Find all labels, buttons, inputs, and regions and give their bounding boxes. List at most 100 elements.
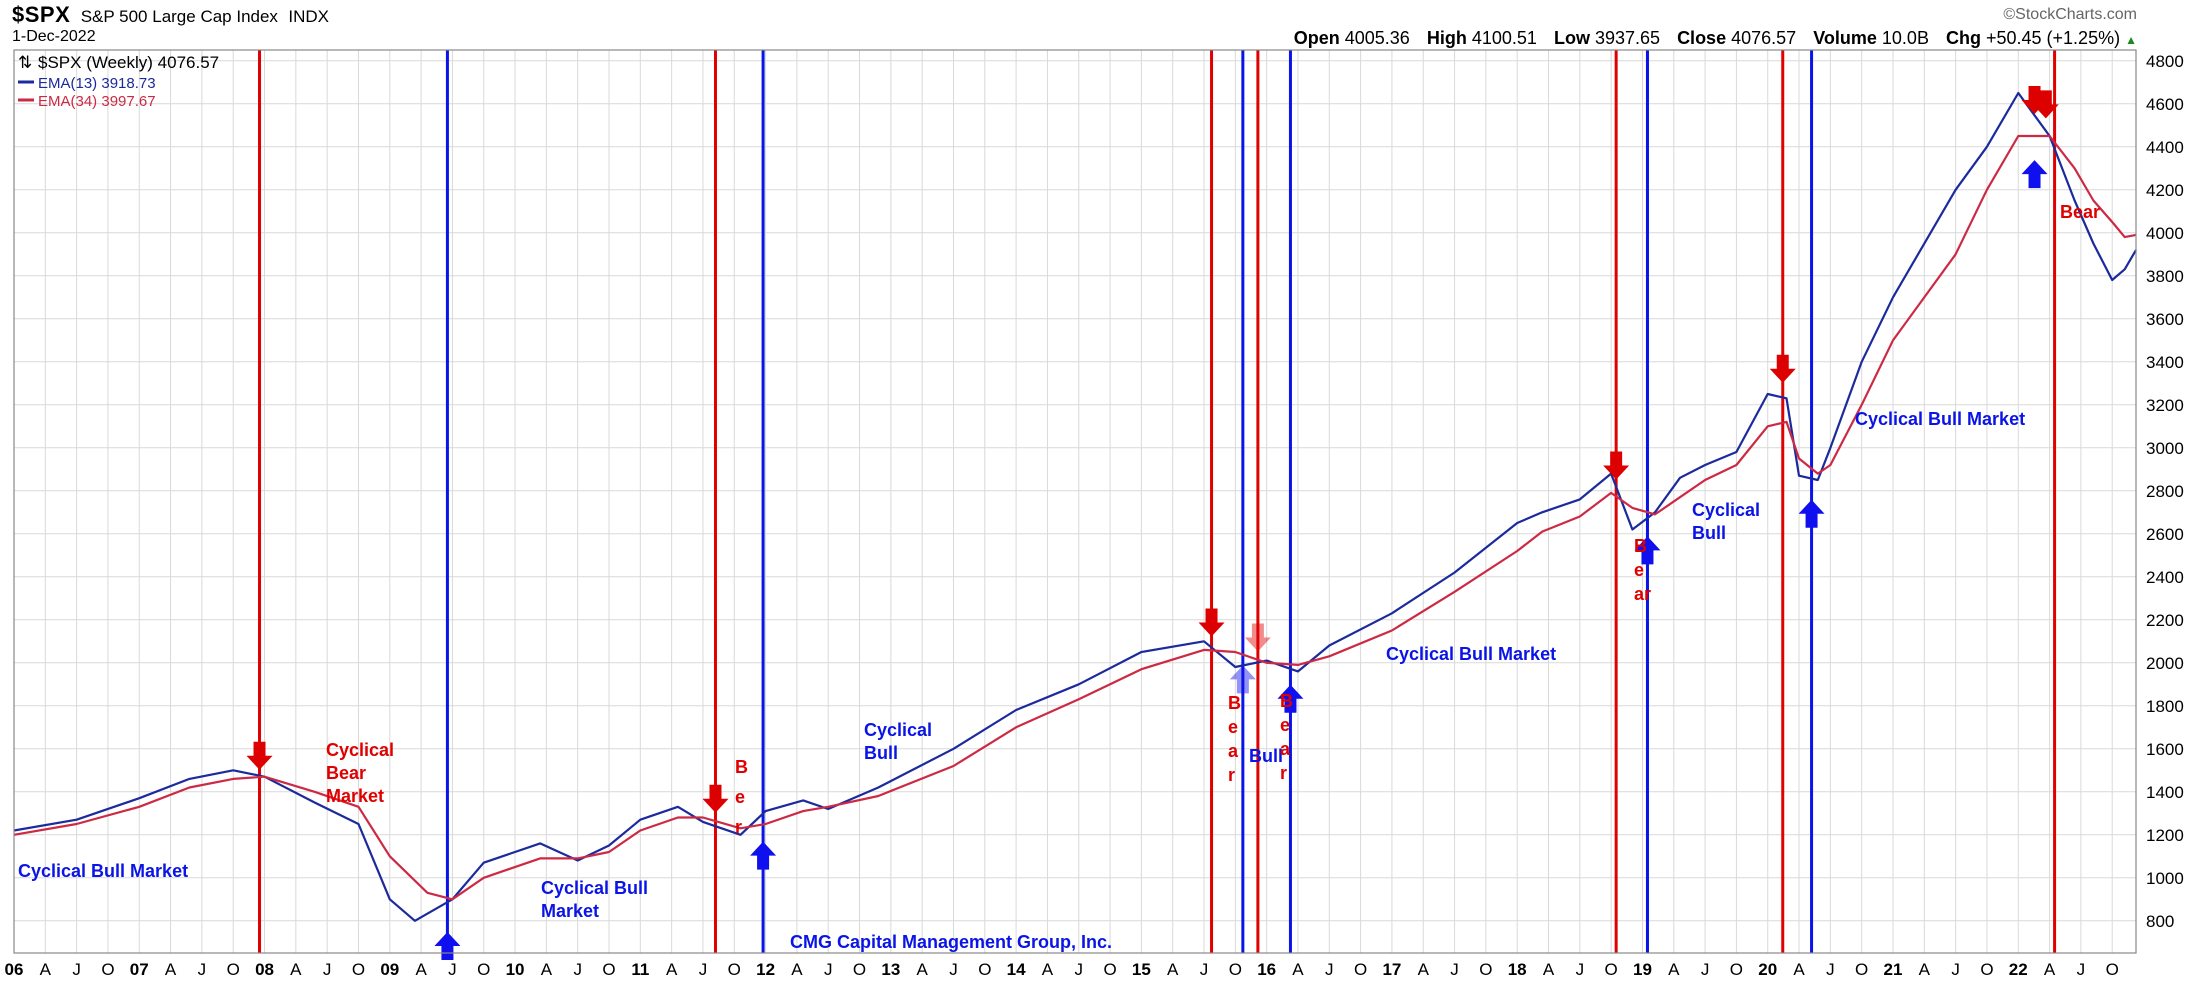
x-tick-month-label: J xyxy=(949,960,958,979)
x-tick-month-label: J xyxy=(699,960,708,979)
series-line-ema34 xyxy=(13,134,2137,901)
y-tick-label: 2200 xyxy=(2146,611,2184,630)
x-tick-year-label: 20 xyxy=(1758,960,1777,979)
volume-label: Volume xyxy=(1813,28,1877,48)
x-tick-year-label: 13 xyxy=(881,960,900,979)
x-tick-month-label: A xyxy=(1042,960,1054,979)
buy-arrow-icon xyxy=(2021,160,2048,189)
legend-ema13: EMA(13) 3918.73 xyxy=(38,75,156,92)
x-tick-year-label: 16 xyxy=(1257,960,1276,979)
y-tick-label: 4600 xyxy=(2146,95,2184,114)
x-tick-month-label: O xyxy=(1479,960,1492,979)
x-tick-year-label: 14 xyxy=(1007,960,1026,979)
x-tick-month-label: O xyxy=(1730,960,1743,979)
chart-title: $SPX S&P 500 Large Cap Index INDX xyxy=(12,2,329,28)
legend-ema34: EMA(34) 3997.67 xyxy=(38,93,156,110)
sell-arrow-icon xyxy=(246,741,273,770)
x-tick-month-label: O xyxy=(227,960,240,979)
buy-arrow-icon xyxy=(1634,536,1661,565)
open-label: Open xyxy=(1293,28,1340,48)
y-tick-label: 2000 xyxy=(2146,654,2184,673)
buy-arrow-icon xyxy=(1277,684,1304,713)
y-tick-label: 1800 xyxy=(2146,697,2184,716)
x-tick-month-label: A xyxy=(1292,960,1304,979)
annotation-label: Cyclical Bear Market xyxy=(326,740,394,806)
y-tick-label: 4800 xyxy=(2146,52,2184,71)
x-tick-month-label: J xyxy=(2077,960,2086,979)
x-tick-year-label: 06 xyxy=(5,960,24,979)
x-tick-year-label: 21 xyxy=(1884,960,1903,979)
x-tick-year-label: 10 xyxy=(506,960,525,979)
buy-arrow-icon xyxy=(434,931,461,960)
vertical-markers xyxy=(258,50,2057,953)
x-tick-month-label: J xyxy=(1701,960,1710,979)
x-tick-month-label: O xyxy=(1354,960,1367,979)
low-value: 3937.65 xyxy=(1594,28,1661,48)
annotation-label: Cyclical Bull Market xyxy=(1855,409,2025,429)
series-lines xyxy=(13,91,2137,922)
x-tick-year-label: 17 xyxy=(1382,960,1401,979)
x-tick-year-label: 12 xyxy=(756,960,775,979)
ohlc-bar: Open 4005.36 High 4100.51 Low 3937.65 Cl… xyxy=(1294,28,2137,49)
annotations: Cyclical Bull Market Cyclical Bear Market Cy… xyxy=(18,202,2100,952)
buy-arrow-icon xyxy=(750,841,777,870)
symbol: $SPX xyxy=(12,2,71,27)
y-tick-label: 1200 xyxy=(2146,826,2184,845)
y-tick-label: 800 xyxy=(2146,912,2174,931)
x-tick-month-label: O xyxy=(1605,960,1618,979)
brand-logo[interactable]: ©StockCharts.com xyxy=(2003,6,2137,23)
x-tick-month-label: A xyxy=(415,960,427,979)
x-tick-month-label: A xyxy=(917,960,929,979)
x-tick-month-label: J xyxy=(1200,960,1209,979)
legend-price: $SPX (Weekly) 4076.57 xyxy=(38,53,219,72)
sell-arrow-icon xyxy=(1769,354,1796,383)
series-line-ema13 xyxy=(13,91,2137,922)
buy-arrow-icon xyxy=(1798,499,1825,528)
annotation-label: Cyclical Bull Market xyxy=(541,878,648,921)
y-tick-label: 3600 xyxy=(2146,310,2184,329)
x-tick-month-label: J xyxy=(323,960,332,979)
x-tick-year-label: 18 xyxy=(1508,960,1527,979)
legend-price-icon: ⇅ xyxy=(18,53,32,72)
y-tick-label: 1000 xyxy=(2146,869,2184,888)
sell-arrow-icon xyxy=(1198,608,1225,637)
x-tick-month-label: A xyxy=(290,960,302,979)
buy-arrow-icon xyxy=(1229,665,1256,694)
annotation-label: Cyclical Bull xyxy=(864,720,932,763)
sell-arrow-icon xyxy=(2032,90,2059,119)
x-tick-month-label: O xyxy=(1229,960,1242,979)
annotation-label: CMG Capital Management Group, Inc. xyxy=(790,932,1112,952)
annotation-label: Bear xyxy=(2060,202,2100,222)
x-tick-month-label: A xyxy=(541,960,553,979)
x-tick-month-label: A xyxy=(791,960,803,979)
y-tick-label: 1600 xyxy=(2146,740,2184,759)
x-tick-month-label: A xyxy=(2044,960,2056,979)
x-tick-month-label: A xyxy=(1668,960,1680,979)
x-tick-month-label: J xyxy=(1450,960,1459,979)
x-tick-year-label: 07 xyxy=(130,960,149,979)
y-tick-label: 4200 xyxy=(2146,181,2184,200)
chg-value: +50.45 (+1.25%) xyxy=(1985,28,2121,48)
x-tick-year-label: 15 xyxy=(1132,960,1151,979)
x-tick-month-label: A xyxy=(666,960,678,979)
plot-frame xyxy=(13,49,2137,954)
x-tick-month-label: J xyxy=(1951,960,1960,979)
x-tick-year-label: 09 xyxy=(380,960,399,979)
x-tick-month-label: O xyxy=(352,960,365,979)
x-tick-month-label: J xyxy=(1325,960,1334,979)
volume-value: 10.0B xyxy=(1881,28,1929,48)
y-tick-label: 2600 xyxy=(2146,525,2184,544)
sell-arrow-icon xyxy=(1244,623,1271,652)
y-tick-label: 4000 xyxy=(2146,224,2184,243)
signal-arrows xyxy=(246,86,2059,960)
y-tick-label: 2800 xyxy=(2146,482,2184,501)
grid xyxy=(13,50,2136,953)
annotation-label: Cyclical Bull Market xyxy=(18,861,188,881)
y-tick-label: 1400 xyxy=(2146,783,2184,802)
close-label: Close xyxy=(1677,28,1727,48)
x-tick-month-label: J xyxy=(824,960,833,979)
